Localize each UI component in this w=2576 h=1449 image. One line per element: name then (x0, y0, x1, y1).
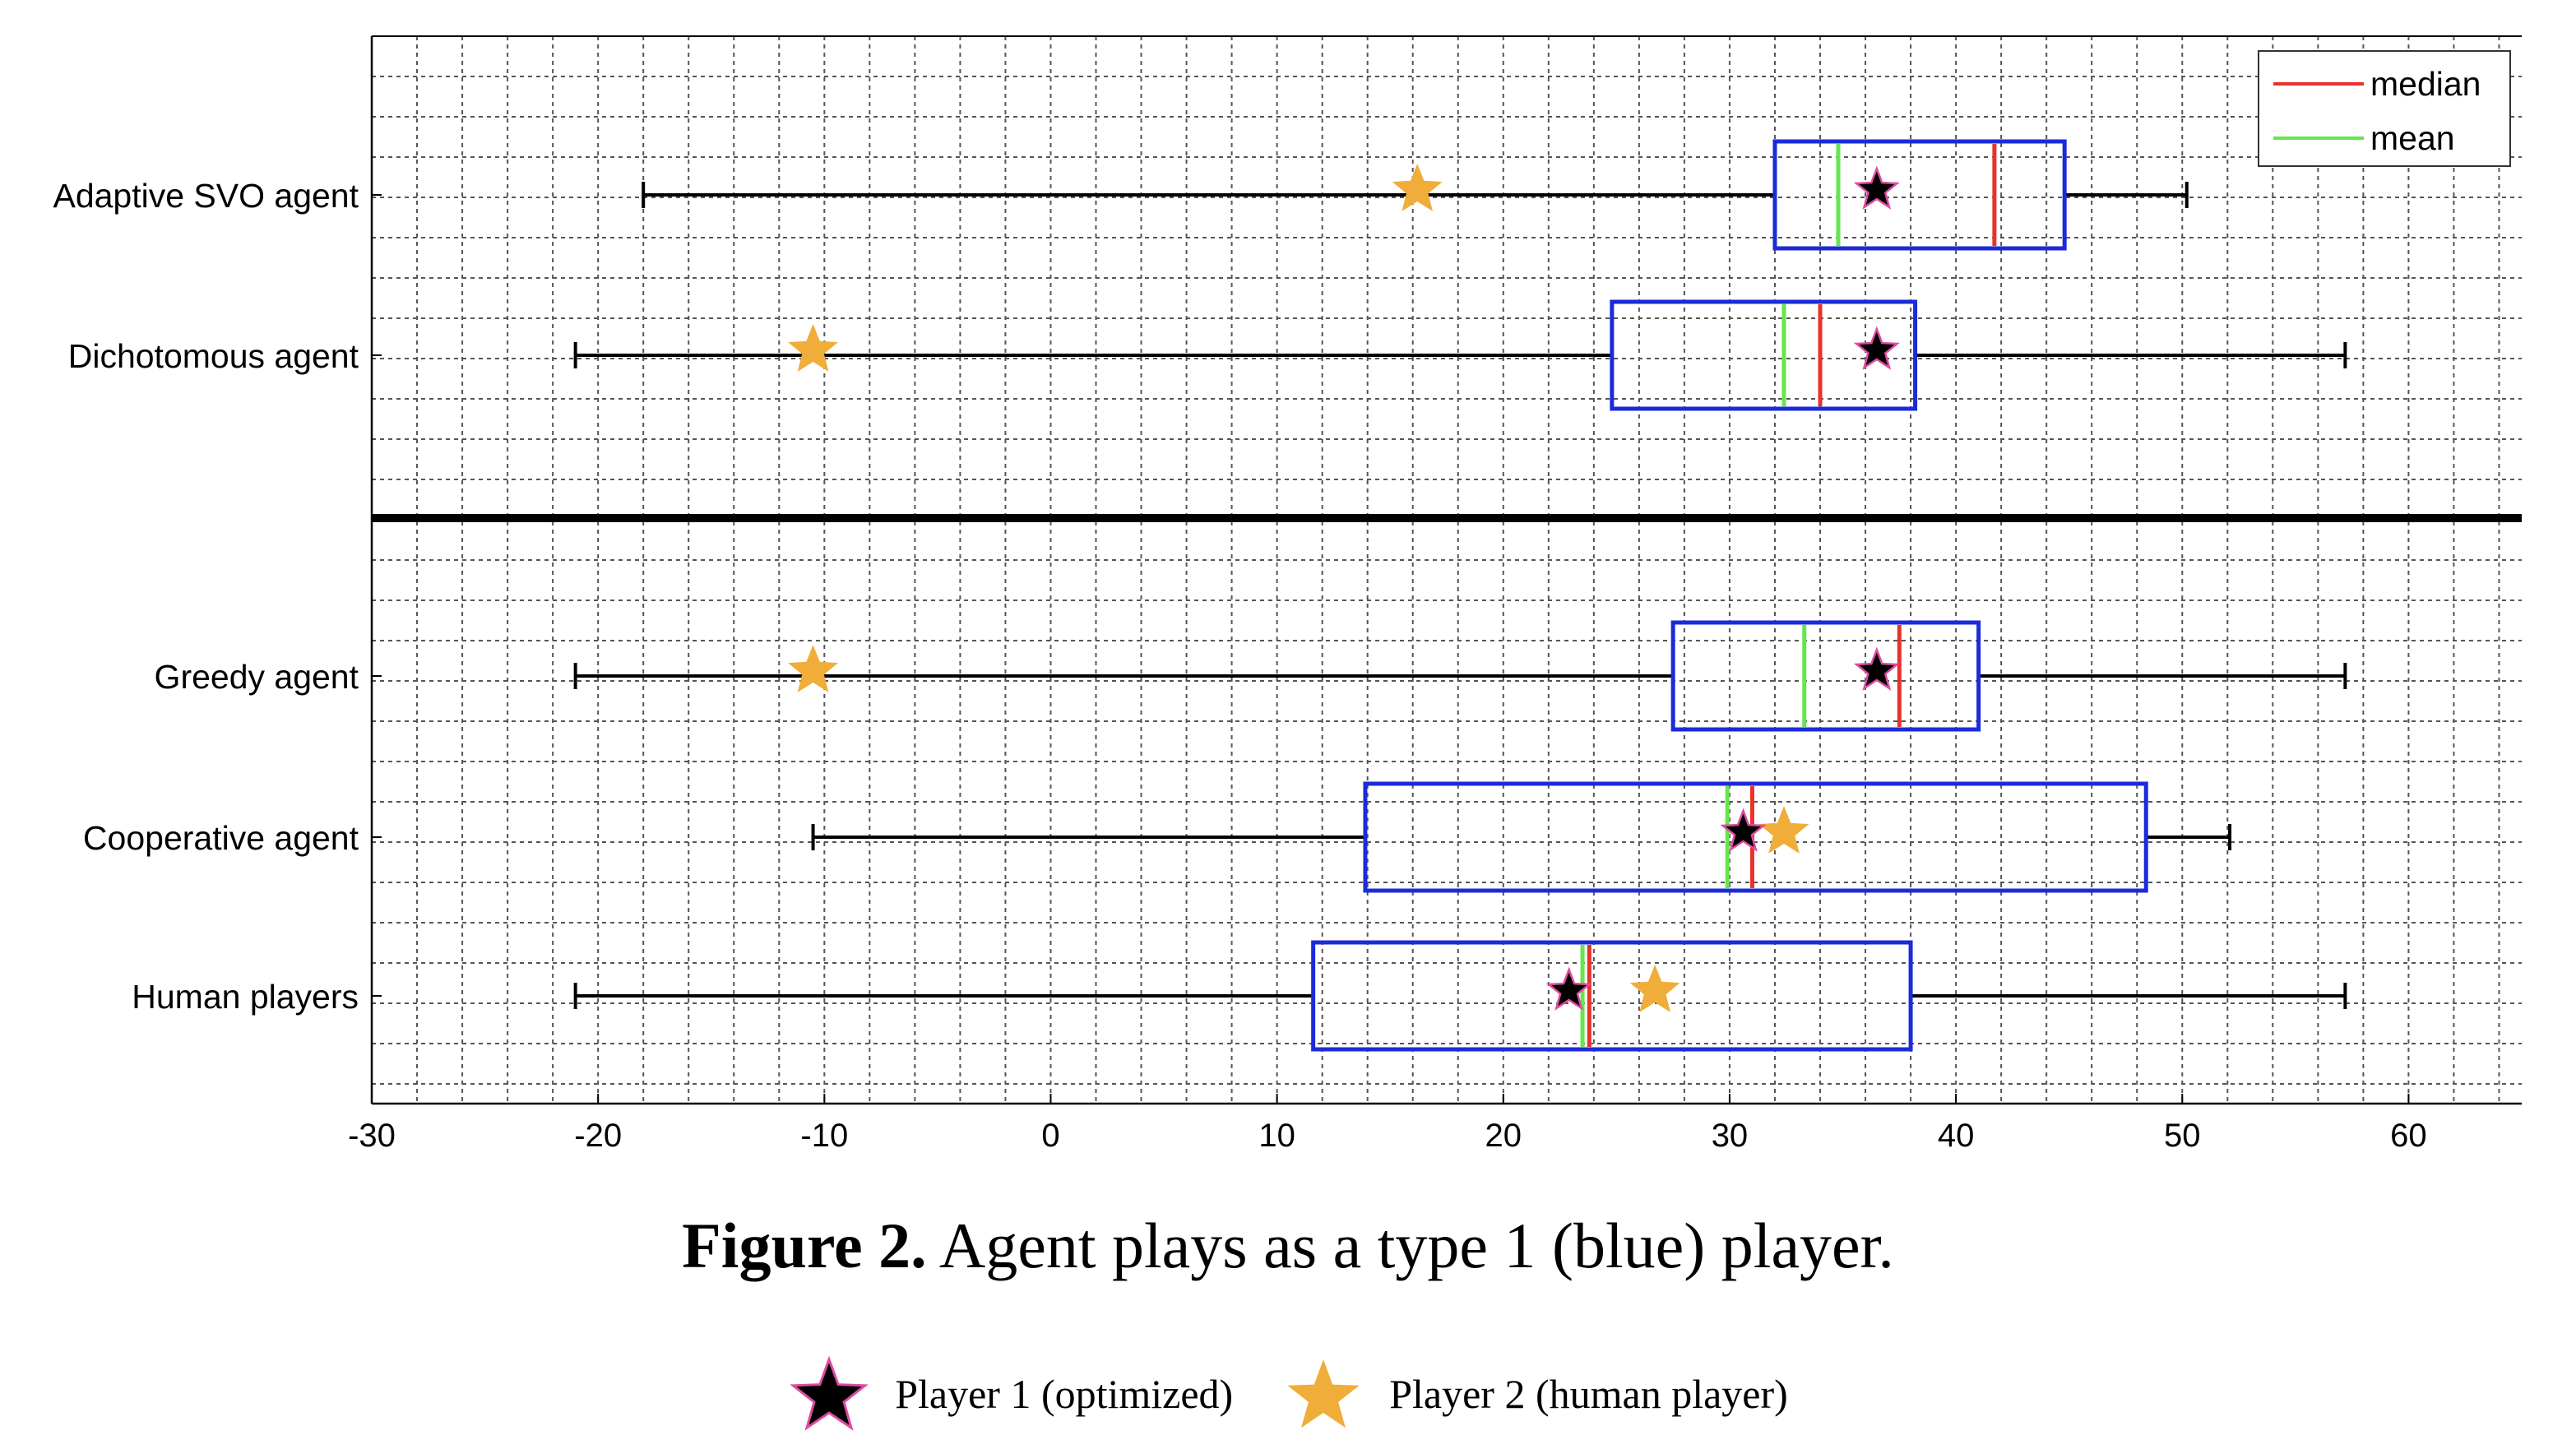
box-group: Dichotomous agent (68, 299, 2347, 411)
marker-legend-item-player2: Player 2 (human player) (1282, 1353, 1788, 1435)
marker-legend-label: Player 2 (human player) (1389, 1371, 1788, 1417)
box-group: Greedy agent (155, 620, 2347, 732)
box-iqr (1311, 940, 1913, 1052)
box-iqr (1363, 781, 2148, 893)
x-tick-label: -10 (800, 1118, 848, 1154)
player1-star-marker (1720, 808, 1767, 852)
chart-legend: median mean (2258, 50, 2511, 167)
player2-star-marker (788, 324, 838, 372)
x-tick-label: 40 (1938, 1118, 1975, 1154)
legend-label: mean (2370, 119, 2455, 157)
black-star-icon (790, 1355, 869, 1431)
x-tick-label: 0 (1041, 1118, 1059, 1154)
player1-star-marker (1853, 326, 1900, 370)
category-label: Human players (132, 978, 359, 1016)
box-group: Adaptive SVO agent (53, 139, 2189, 251)
marker-legend-label: Player 1 (optimized) (895, 1371, 1234, 1417)
category-label: Dichotomous agent (68, 337, 359, 375)
x-tick-label: -30 (348, 1118, 396, 1154)
player2-star-marker (1758, 806, 1809, 854)
player2-star-marker (788, 645, 838, 692)
x-tick-label: 10 (1258, 1118, 1295, 1154)
box-iqr (1772, 139, 2067, 251)
box-iqr (1670, 620, 1981, 732)
category-label: Greedy agent (155, 658, 359, 696)
legend-box (2258, 50, 2511, 167)
box-iqr (1610, 299, 1918, 411)
box-group: Cooperative agent (83, 781, 2232, 893)
player2-star-marker (1629, 965, 1680, 1012)
player1-star-marker (1545, 966, 1592, 1011)
marker-legend-item-player1: Player 1 (optimized) (788, 1353, 1233, 1435)
boxplot-chart: -30 -20 -10 0 10 20 30 40 50 60 Adaptive SVO agent… (53, 35, 2522, 1154)
box-group: Human players (132, 940, 2347, 1052)
x-tick-label: 60 (2390, 1118, 2427, 1154)
x-tick-label: 30 (1712, 1118, 1749, 1154)
player2-star-marker (1392, 164, 1443, 211)
orange-star-icon (1287, 1359, 1360, 1428)
caption-text: Agent plays as a type 1 (blue) player. (938, 1210, 1894, 1281)
marker-legend: Player 1 (optimized) Player 2 (human pla… (0, 1349, 2576, 1439)
x-tick-label: -20 (574, 1118, 622, 1154)
caption-label: Figure 2. (682, 1210, 927, 1281)
player1-star-marker (1853, 165, 1900, 210)
player1-star-marker (1853, 646, 1900, 691)
category-label: Adaptive SVO agent (53, 177, 359, 215)
legend-label: median (2370, 65, 2481, 103)
x-tick-label: 50 (2164, 1118, 2201, 1154)
x-tick-label: 20 (1485, 1118, 1522, 1154)
figure-caption: Figure 2. Agent plays as a type 1 (blue)… (0, 1209, 2576, 1283)
category-label: Cooperative agent (83, 819, 359, 857)
